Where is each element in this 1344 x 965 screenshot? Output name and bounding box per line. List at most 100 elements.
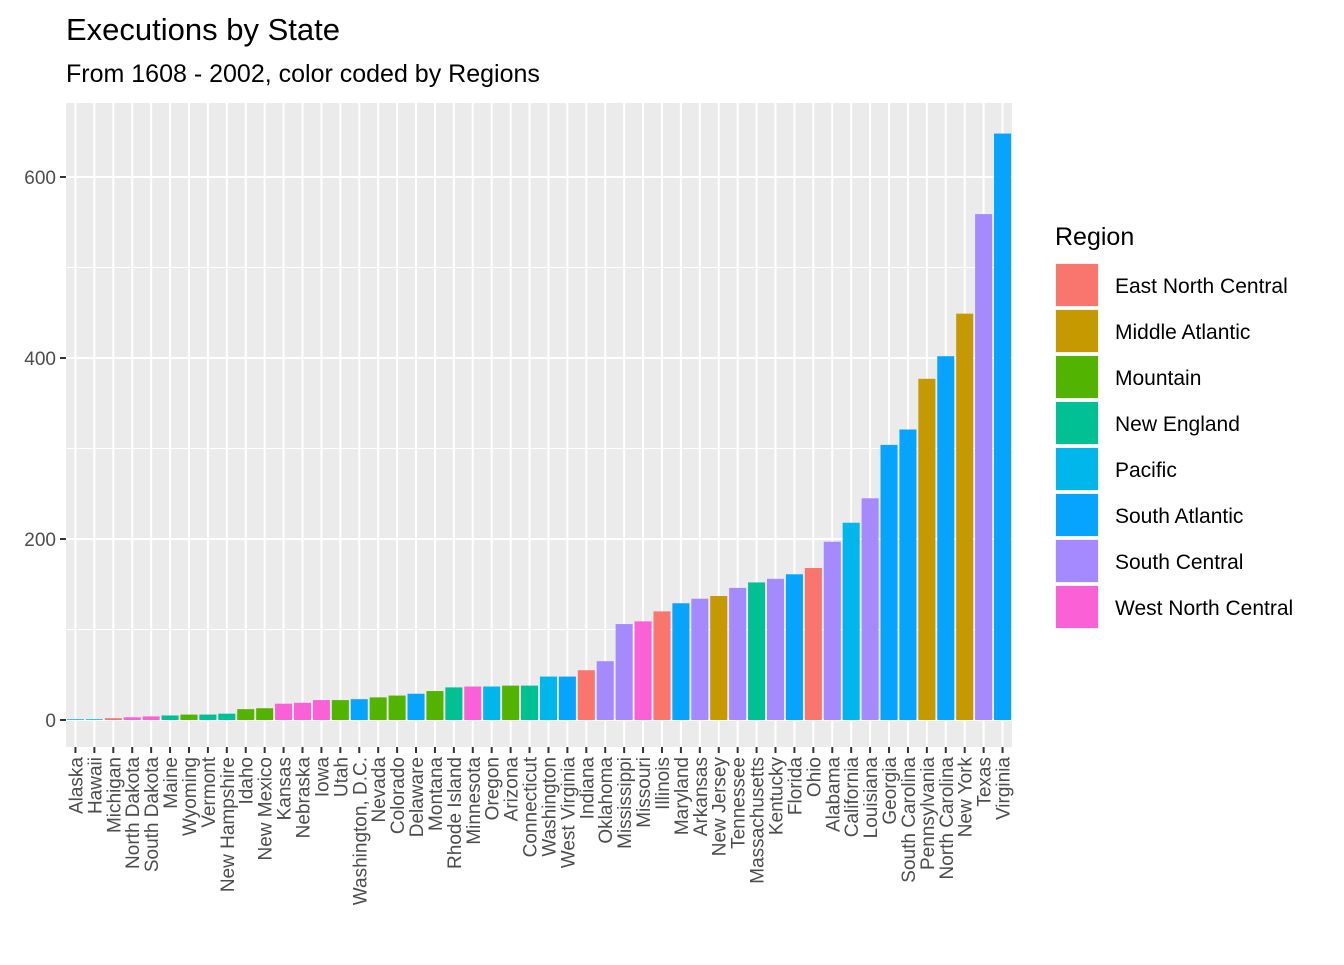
legend-key [1056, 540, 1098, 582]
x-tick-label: Delaware [407, 757, 428, 837]
legend-key [1056, 586, 1098, 628]
y-tick-label: 200 [24, 530, 56, 551]
bar-rhode-island [445, 687, 463, 720]
chart-subtitle: From 1608 - 2002, color coded by Regions [66, 60, 540, 88]
x-tick-label: Connecticut [521, 756, 542, 857]
x-tick-label: Michigan [104, 757, 125, 833]
x-tick-label: Missouri [634, 757, 655, 828]
bar-massachusetts [748, 582, 766, 720]
bar-montana [426, 691, 444, 720]
x-tick-label: Colorado [388, 757, 409, 834]
bar-washington-d-c- [350, 699, 368, 720]
x-tick-label: Maine [161, 757, 182, 809]
x-tick-label: Idaho [237, 757, 258, 805]
bar-illinois [653, 611, 671, 720]
bar-michigan [104, 718, 122, 720]
x-tick-label: New Jersey [710, 757, 731, 857]
x-tick-label: Pennsylvania [918, 757, 939, 870]
legend-label: West North Central [1115, 597, 1293, 620]
legend-label: Middle Atlantic [1115, 321, 1250, 344]
legend-key [1056, 264, 1098, 306]
legend: Region East North Central Middle Atlantic… [1055, 223, 1293, 629]
x-tick-label: Oregon [483, 757, 504, 820]
x-tick-label: Indiana [577, 757, 598, 820]
x-tick-label: West Virginia [558, 757, 579, 869]
y-tick-label: 600 [24, 168, 56, 189]
legend-label: East North Central [1115, 275, 1288, 298]
x-tick-label: Nebraska [294, 757, 315, 839]
bar-new-mexico [256, 708, 274, 720]
x-tick-label: North Dakota [123, 757, 144, 869]
x-tick-label: Massachusetts [748, 757, 769, 884]
bar-nebraska [293, 702, 312, 720]
bar-maine [161, 715, 179, 720]
x-tick-label: Alaska [66, 757, 87, 814]
bar-new-jersey [710, 596, 728, 720]
x-tick-label: Oklahoma [596, 757, 617, 844]
y-tick-label: 400 [24, 349, 56, 370]
bar-south-carolina [899, 429, 917, 720]
bar-kentucky [766, 578, 785, 720]
chart-title: Executions by State [66, 12, 340, 47]
bar-arizona [502, 685, 520, 720]
bar-iowa [312, 700, 330, 720]
legend-label: South Atlantic [1115, 505, 1243, 528]
bar-oregon [483, 686, 501, 720]
x-tick-label: Tennessee [729, 757, 750, 849]
bar-kansas [275, 703, 293, 720]
bar-south-dakota [142, 716, 160, 720]
bar-new-york [956, 313, 974, 720]
legend-key [1056, 356, 1098, 398]
x-tick-label: Mississippi [615, 757, 636, 849]
legend-title: Region [1055, 223, 1134, 251]
x-tick-label: South Carolina [899, 757, 920, 883]
bar-texas [975, 214, 993, 721]
legend-label: Pacific [1115, 459, 1177, 482]
legend-label: South Central [1115, 551, 1243, 574]
bar-wyoming [180, 714, 198, 720]
x-tick-label: Illinois [653, 757, 674, 810]
x-tick-label: Texas [975, 757, 996, 807]
bar-vermont [199, 714, 217, 720]
bar-new-hampshire [218, 713, 236, 720]
legend-key [1056, 310, 1098, 352]
bar-missouri [634, 621, 652, 720]
x-tick-label: Kentucky [767, 757, 788, 836]
bar-minnesota [464, 686, 482, 720]
x-tick-label: Louisiana [861, 757, 882, 839]
x-tick-label: Maryland [672, 757, 693, 835]
bar-ohio [804, 567, 822, 720]
legend-key [1056, 448, 1098, 490]
bar-idaho [237, 709, 255, 720]
x-tick-label: Hawaii [85, 757, 106, 814]
x-tick-label: Minnesota [464, 757, 485, 845]
x-tick-label: Washington, D.C. [350, 757, 371, 905]
legend-label: Mountain [1115, 367, 1201, 390]
bar-oklahoma [596, 661, 614, 720]
x-tick-label: Kansas [275, 757, 296, 820]
bar-connecticut [521, 685, 539, 720]
x-tick-label: Rhode Island [445, 757, 466, 869]
bar-pennsylvania [918, 378, 936, 720]
bar-florida [785, 574, 803, 720]
x-tick-label: New Mexico [256, 757, 277, 860]
x-tick-label: Ohio [804, 757, 825, 797]
bar-alaska [66, 719, 84, 720]
x-tick-label: Alabama [823, 757, 844, 832]
bar-washington [539, 676, 557, 720]
x-tick-label: Arizona [502, 757, 523, 822]
bar-north-carolina [937, 356, 955, 720]
bar-mississippi [615, 624, 633, 720]
bar-tennessee [729, 587, 747, 720]
bar-colorado [388, 695, 406, 720]
x-tick-label: Vermont [199, 756, 220, 827]
bar-georgia [880, 444, 898, 720]
bar-virginia [994, 133, 1012, 720]
legend-key [1056, 494, 1098, 536]
bar-louisiana [861, 498, 879, 720]
x-tick-label: California [842, 757, 863, 838]
x-tick-label: Virginia [994, 757, 1015, 820]
bar-west-virginia [558, 676, 576, 720]
